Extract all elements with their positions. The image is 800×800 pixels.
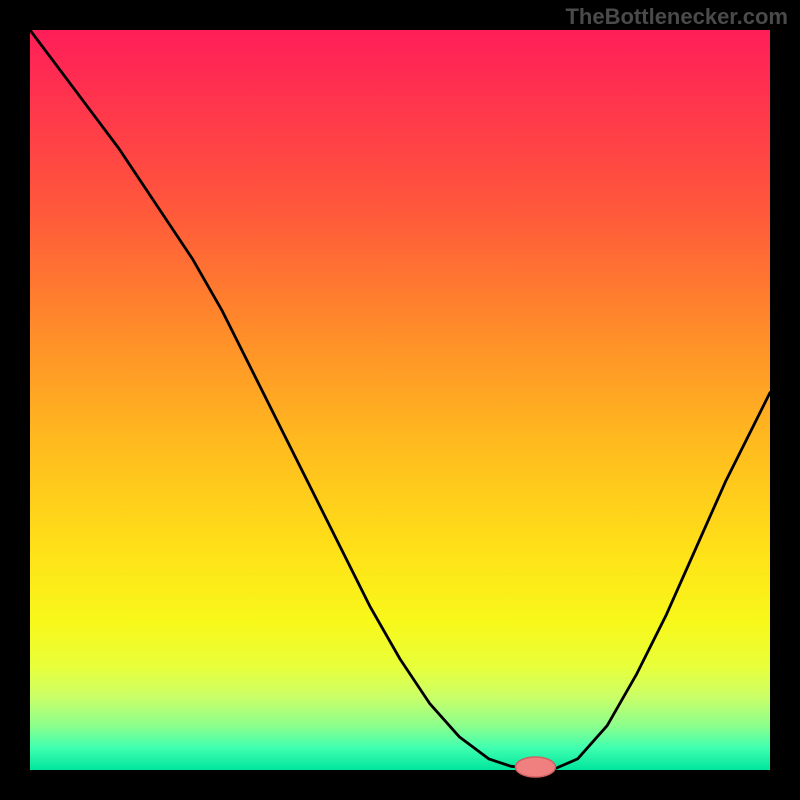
watermark-text: TheBottlenecker.com xyxy=(565,4,788,30)
bottleneck-curve-chart xyxy=(0,0,800,800)
optimal-marker xyxy=(515,757,555,777)
chart-root: TheBottlenecker.com xyxy=(0,0,800,800)
